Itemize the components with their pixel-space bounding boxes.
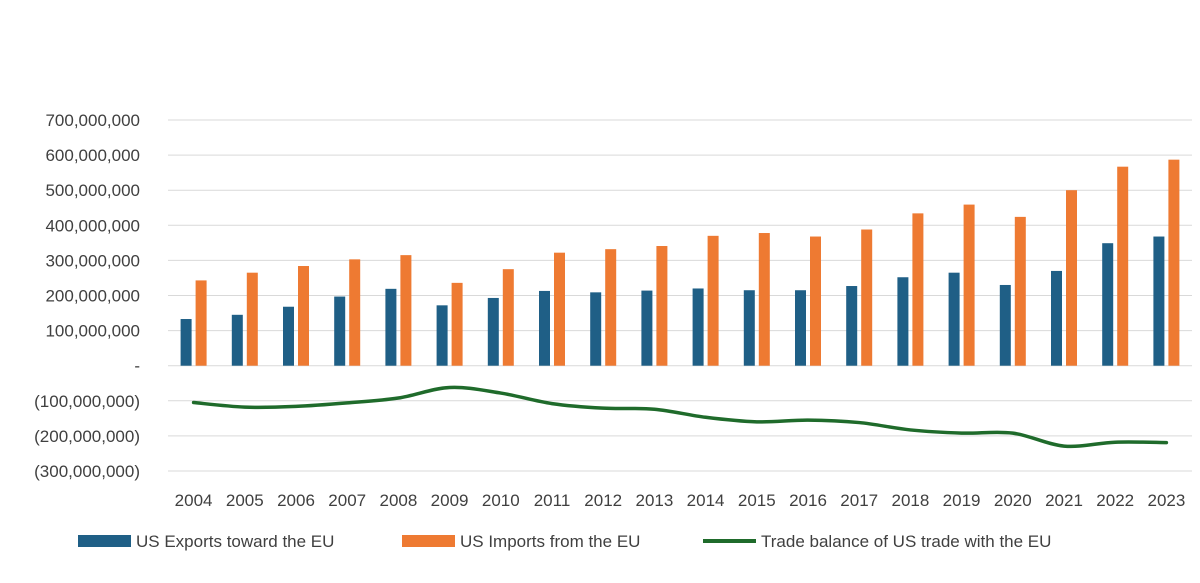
bar-us-imports bbox=[400, 255, 412, 366]
x-tick-label: 2020 bbox=[994, 491, 1032, 510]
bar-us-imports bbox=[554, 252, 565, 366]
y-tick-label: 700,000,000 bbox=[45, 111, 140, 130]
x-tick-label: 2005 bbox=[226, 491, 264, 510]
bar-us-exports bbox=[180, 319, 192, 366]
x-tick-label: 2019 bbox=[943, 491, 981, 510]
y-tick-label: 600,000,000 bbox=[45, 146, 140, 165]
bar-us-exports bbox=[1051, 270, 1062, 366]
legend: US Exports toward the EU US Imports from … bbox=[78, 532, 1051, 551]
bar-us-imports bbox=[349, 259, 361, 366]
bar-us-exports bbox=[539, 290, 550, 366]
bar-us-exports bbox=[334, 296, 346, 366]
bar-us-exports bbox=[743, 290, 755, 366]
y-tick-label: (100,000,000) bbox=[34, 392, 140, 411]
bar-us-imports bbox=[605, 249, 617, 366]
trade-balance-line-group bbox=[191, 385, 1169, 449]
y-tick-label: - bbox=[134, 357, 140, 376]
y-tick-label: 400,000,000 bbox=[45, 216, 140, 235]
bar-us-imports bbox=[246, 272, 258, 366]
x-tick-label: 2011 bbox=[534, 491, 571, 510]
x-tick-label: 2012 bbox=[584, 491, 622, 510]
bars bbox=[180, 159, 1180, 366]
legend-swatch bbox=[402, 535, 455, 547]
legend-label: US Exports toward the EU bbox=[136, 532, 334, 551]
bar-us-imports bbox=[502, 269, 514, 366]
bar-us-exports bbox=[897, 277, 909, 366]
legend-swatch bbox=[78, 535, 131, 547]
legend-label: Trade balance of US trade with the EU bbox=[761, 532, 1051, 551]
y-tick-label: 200,000,000 bbox=[45, 287, 140, 306]
bar-us-exports bbox=[1102, 243, 1114, 366]
bar-us-imports bbox=[451, 282, 463, 366]
bar-us-exports bbox=[283, 306, 294, 366]
x-axis-ticks: 2004 2005 2006 2007 2008 2009 2010 2011 2012 2013… bbox=[175, 491, 1186, 510]
x-tick-label: 2006 bbox=[277, 491, 315, 510]
x-tick-label: 2014 bbox=[687, 491, 725, 510]
bar-us-imports bbox=[963, 204, 975, 366]
x-tick-label: 2008 bbox=[379, 491, 417, 510]
bar-us-exports bbox=[692, 288, 704, 366]
bar-us-imports bbox=[861, 229, 873, 366]
bar-us-imports bbox=[1168, 159, 1180, 366]
bar-us-exports bbox=[846, 286, 858, 366]
y-tick-label: 100,000,000 bbox=[45, 322, 140, 341]
trade-balance-line bbox=[191, 385, 1169, 449]
bar-us-imports bbox=[1014, 216, 1026, 366]
bar-us-imports bbox=[1066, 190, 1077, 366]
bar-us-imports bbox=[1117, 166, 1129, 366]
bar-us-imports bbox=[810, 236, 821, 366]
x-tick-label: 2009 bbox=[431, 491, 469, 510]
bar-us-imports bbox=[195, 280, 207, 366]
x-tick-label: 2023 bbox=[1147, 491, 1185, 510]
y-axis-ticks: 700,000,000 600,000,000 500,000,000 400,000… bbox=[34, 111, 140, 481]
legend-label: US Imports from the EU bbox=[460, 532, 640, 551]
y-tick-label: 500,000,000 bbox=[45, 181, 140, 200]
y-tick-label: (300,000,000) bbox=[34, 462, 140, 481]
x-tick-label: 2022 bbox=[1096, 491, 1134, 510]
x-tick-label: 2021 bbox=[1045, 491, 1083, 510]
x-tick-label: 2010 bbox=[482, 491, 520, 510]
y-tick-label: (200,000,000) bbox=[34, 427, 140, 446]
x-tick-label: 2004 bbox=[175, 491, 213, 510]
x-tick-label: 2015 bbox=[738, 491, 776, 510]
bar-us-exports bbox=[385, 288, 397, 366]
bar-us-exports bbox=[641, 290, 653, 366]
x-tick-label: 2007 bbox=[328, 491, 366, 510]
bar-us-exports bbox=[231, 314, 243, 366]
bar-us-imports bbox=[758, 233, 770, 366]
bar-us-exports bbox=[999, 284, 1011, 366]
bar-us-imports bbox=[656, 246, 668, 366]
bar-us-exports bbox=[795, 290, 806, 366]
bar-us-exports bbox=[590, 292, 602, 366]
bar-us-exports bbox=[1153, 236, 1165, 366]
x-tick-label: 2018 bbox=[891, 491, 929, 510]
bar-us-imports bbox=[912, 213, 924, 366]
bar-us-exports bbox=[948, 272, 960, 366]
x-tick-label: 2013 bbox=[635, 491, 673, 510]
x-tick-label: 2016 bbox=[789, 491, 827, 510]
bar-us-exports bbox=[436, 305, 448, 366]
bar-us-imports bbox=[298, 266, 309, 366]
bar-us-exports bbox=[487, 297, 499, 366]
y-tick-label: 300,000,000 bbox=[45, 251, 140, 270]
bar-us-imports bbox=[707, 235, 719, 366]
x-tick-label: 2017 bbox=[840, 491, 878, 510]
